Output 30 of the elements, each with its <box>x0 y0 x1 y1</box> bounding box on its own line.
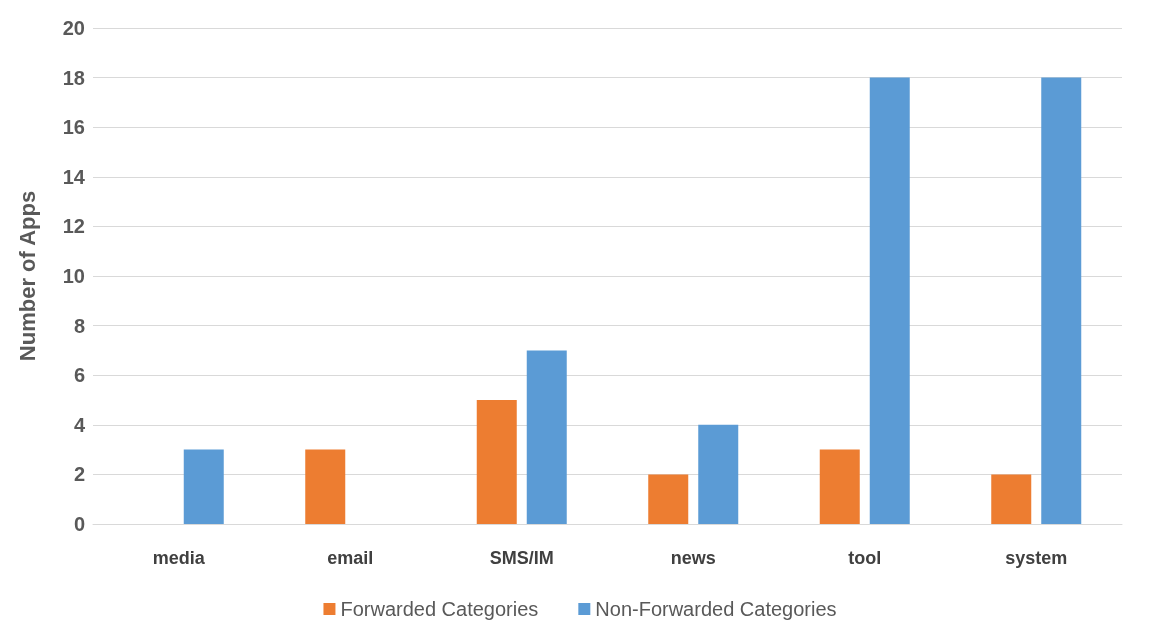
y-tick-label: 4 <box>73 413 86 436</box>
bar <box>648 474 689 524</box>
x-tick-label: system <box>1005 548 1068 568</box>
y-tick-label: 8 <box>73 314 85 337</box>
bar <box>869 77 910 524</box>
y-tick-label: 12 <box>62 215 85 238</box>
bar <box>183 449 224 524</box>
y-tick-label: 6 <box>73 364 85 387</box>
legend-label: Non-Forwarded Categories <box>595 598 837 620</box>
bar <box>526 350 567 524</box>
y-tick-label: 18 <box>62 66 85 89</box>
x-tick-label: SMS/IM <box>489 548 554 568</box>
bar <box>819 449 860 524</box>
bar <box>476 400 517 524</box>
y-tick-label: 10 <box>62 265 85 287</box>
bar <box>305 449 346 524</box>
y-axis-title: Number of Apps <box>14 190 40 362</box>
x-tick-label: tool <box>848 548 882 568</box>
y-tick-label: 14 <box>62 165 86 188</box>
y-tick-label: 0 <box>73 513 85 535</box>
legend-label: Forwarded Categories <box>340 598 539 620</box>
x-tick-label: news <box>670 548 716 568</box>
bar <box>991 474 1032 524</box>
x-tick-label: email <box>327 548 374 568</box>
bar <box>1041 77 1082 524</box>
y-tick-label: 2 <box>73 463 85 486</box>
x-tick-label: media <box>152 548 206 568</box>
y-tick-label: 20 <box>62 17 85 39</box>
bar <box>698 424 739 524</box>
y-tick-label: 16 <box>62 116 85 139</box>
